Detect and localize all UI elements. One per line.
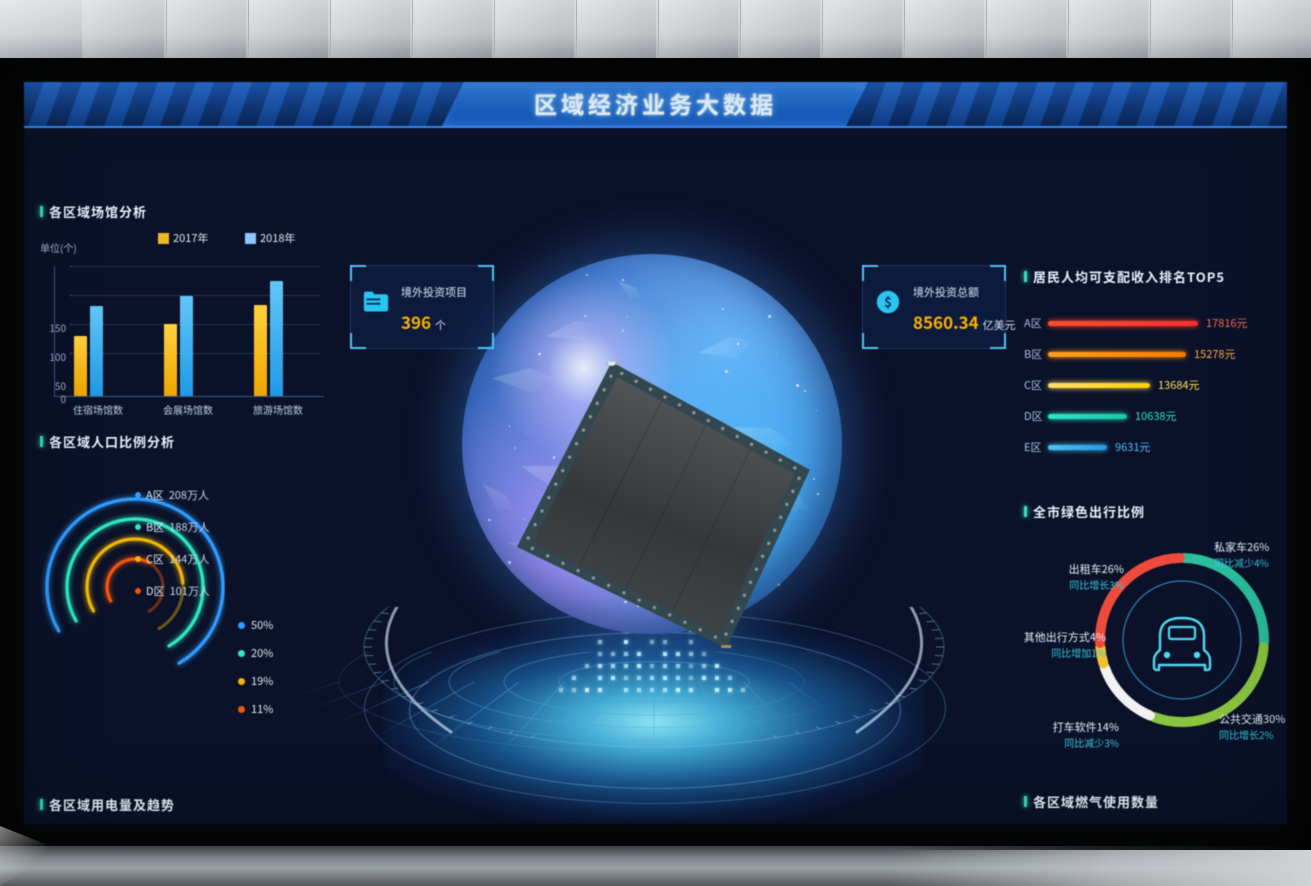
svg-text:$: $ (884, 292, 892, 311)
